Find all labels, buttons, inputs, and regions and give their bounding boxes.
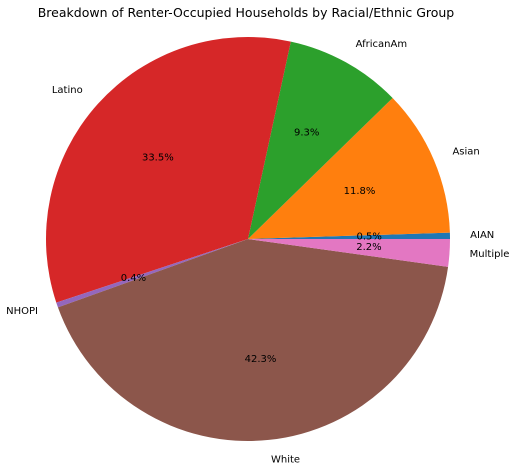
slice-label-latino: Latino xyxy=(52,85,83,96)
pie-slice-aian xyxy=(248,232,450,239)
slice-label-asian: Asian xyxy=(452,147,479,158)
slice-label-multiple: Multiple xyxy=(470,249,510,260)
percent-label-nhopi: 0.4% xyxy=(121,273,146,284)
slice-labels: AIAN Asian AfricanAm Latino NHOPI White Multip… xyxy=(6,39,509,465)
pie-slices xyxy=(45,36,450,442)
pie-slice-nhopi xyxy=(56,239,248,308)
percent-label-white: 42.3% xyxy=(245,354,277,365)
percent-label-africanam: 9.3% xyxy=(294,127,319,138)
percent-label-multiple: 2.2% xyxy=(356,242,381,253)
pie-slice-africanam xyxy=(248,41,393,239)
pie-slice-multiple xyxy=(248,239,450,267)
chart-title: Breakdown of Renter-Occupied Households … xyxy=(38,5,455,20)
slice-label-aian: AIAN xyxy=(470,230,494,241)
pie-slice-asian xyxy=(248,97,450,240)
slice-label-white: White xyxy=(271,455,300,466)
slice-label-nhopi: NHOPI xyxy=(6,306,38,317)
percent-label-aian: 0.5% xyxy=(356,232,381,243)
pie-slice-latino xyxy=(45,36,291,303)
slice-label-africanam: AfricanAm xyxy=(356,39,407,50)
percent-label-asian: 11.8% xyxy=(344,186,376,197)
pie-slice-white xyxy=(57,239,449,442)
percent-label-latino: 33.5% xyxy=(142,152,174,163)
percent-labels: 0.5% 11.8% 9.3% 33.5% 0.4% 42.3% 2.2% xyxy=(121,127,382,365)
